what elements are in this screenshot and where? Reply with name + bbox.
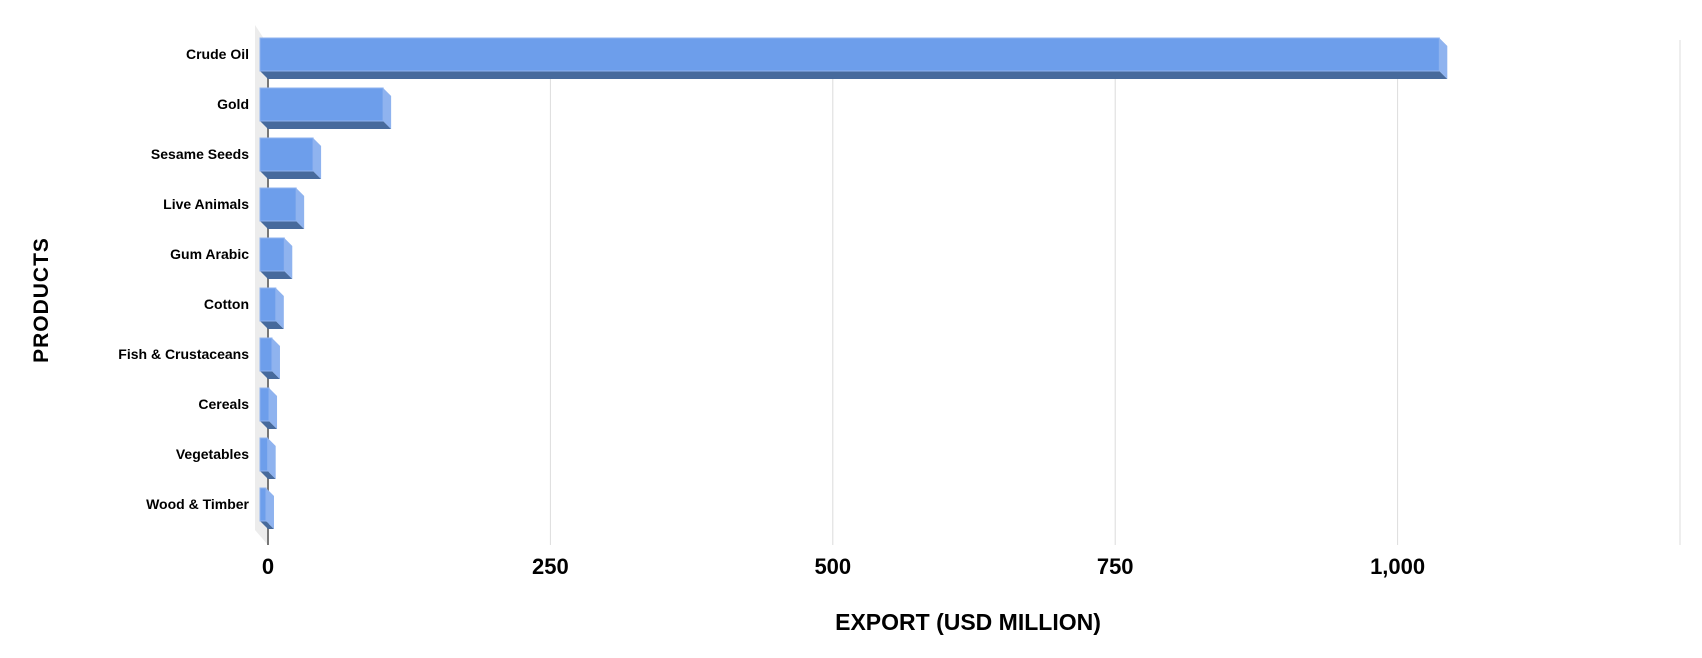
- bar-bottom-face: [260, 271, 293, 279]
- bar-front-face: [259, 237, 285, 272]
- bars: [259, 37, 1448, 529]
- category-label: Crude Oil: [186, 46, 249, 62]
- bar-front-face: [259, 387, 270, 422]
- bar-bottom-face: [260, 171, 322, 179]
- bar-side-face: [296, 188, 305, 229]
- category-label: Live Animals: [163, 196, 249, 212]
- x-tick-label: 0: [262, 554, 274, 579]
- bar: [259, 137, 322, 179]
- bar-bottom-face: [260, 71, 1448, 79]
- bar-front-face: [259, 287, 277, 322]
- bar-bottom-face: [260, 321, 284, 329]
- gridlines: [549, 40, 1681, 545]
- x-tick-label: 500: [814, 554, 851, 579]
- category-labels: Crude Oil Gold Sesame Seeds Live Animals Gum…: [118, 46, 249, 512]
- x-axis-title: EXPORT (USD MILLION): [835, 609, 1101, 635]
- category-label: Gum Arabic: [170, 246, 249, 262]
- bar-side-face: [265, 488, 274, 529]
- bar-bottom-face: [260, 471, 276, 479]
- bar: [259, 387, 278, 429]
- bar-front-face: [259, 337, 273, 372]
- bar-side-face: [275, 288, 284, 329]
- bar: [259, 487, 274, 529]
- bar: [259, 187, 305, 229]
- category-label: Wood & Timber: [146, 496, 249, 512]
- category-label: Vegetables: [176, 446, 249, 462]
- y-axis-title: PRODUCTS: [30, 237, 53, 363]
- bar-front-face: [259, 137, 314, 172]
- bar-bottom-face: [260, 221, 305, 229]
- bar: [259, 37, 1448, 79]
- bar: [259, 287, 284, 329]
- x-tick-label: 1,000: [1370, 554, 1425, 579]
- bar-front-face: [259, 487, 267, 522]
- bar-bottom-face: [260, 121, 392, 129]
- x-tick-labels: 0 250 500 750 1,000: [262, 554, 1425, 579]
- category-label: Fish & Crustaceans: [118, 346, 249, 362]
- category-label: Cotton: [204, 296, 249, 312]
- bar: [259, 87, 392, 129]
- bar-side-face: [271, 338, 280, 379]
- bar-bottom-face: [260, 371, 280, 379]
- bar-side-face: [313, 138, 322, 179]
- bar-front-face: [259, 37, 1440, 72]
- category-label: Gold: [217, 96, 249, 112]
- bar-side-face: [383, 88, 392, 129]
- bar: [259, 437, 276, 479]
- category-label: Sesame Seeds: [151, 146, 249, 162]
- x-tick-label: 750: [1097, 554, 1134, 579]
- bar-front-face: [259, 87, 384, 122]
- bar: [259, 237, 293, 279]
- bar-bottom-face: [260, 421, 278, 429]
- bar-side-face: [267, 438, 276, 479]
- x-tick-label: 250: [532, 554, 569, 579]
- bar-side-face: [1439, 38, 1448, 79]
- bar-front-face: [259, 437, 269, 472]
- bar-bottom-face: [260, 521, 274, 529]
- bar-side-face: [284, 238, 293, 279]
- category-label: Cereals: [198, 396, 249, 412]
- bar-side-face: [269, 388, 278, 429]
- bar: [259, 337, 280, 379]
- bar-front-face: [259, 187, 297, 222]
